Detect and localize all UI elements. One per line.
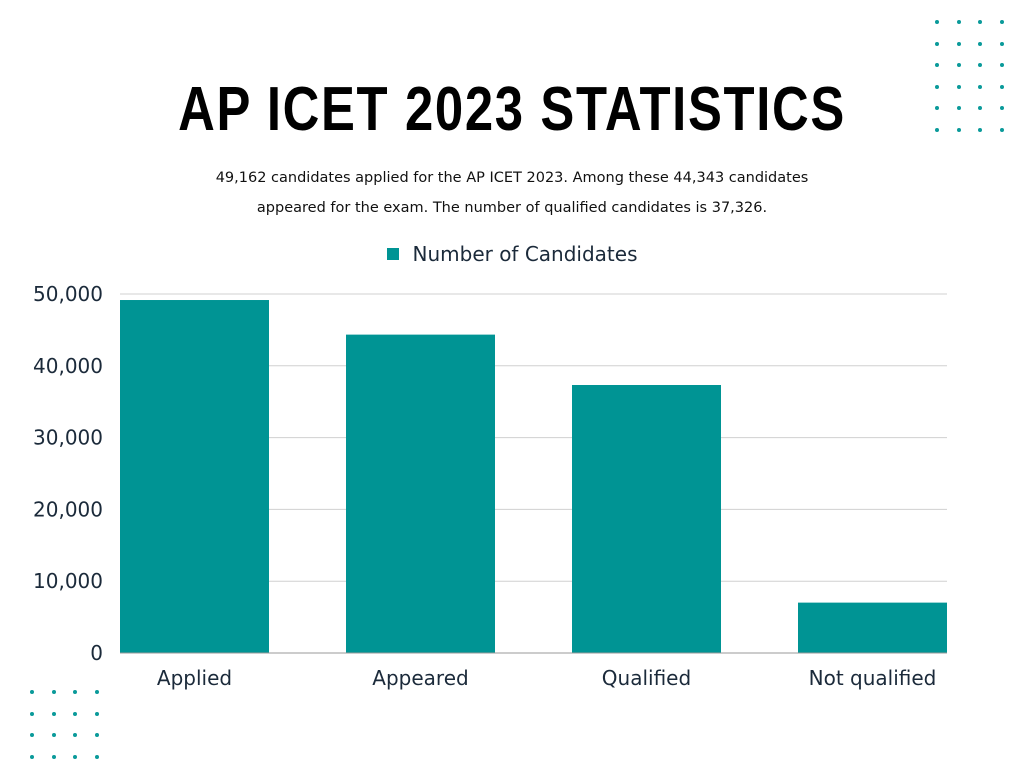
dot [73,733,77,737]
dot [94,690,99,694]
dot [30,754,34,759]
x-tick-label: Qualified [602,666,691,690]
dot [999,63,1004,67]
dot [73,754,77,759]
dot [51,690,56,694]
dot [30,690,34,694]
dot [978,41,982,46]
dot [956,20,961,24]
legend-swatch [386,248,399,260]
y-tick-label: 50,000 [33,282,103,306]
dot [956,41,961,46]
dot [935,63,939,67]
dot [51,754,56,759]
dot [956,106,961,110]
dot [73,690,77,694]
dot [999,127,1004,132]
dot [978,20,982,24]
y-tick-label: 0 [90,641,103,665]
dot [30,733,34,737]
dot [956,84,961,89]
bar [346,334,495,653]
dot [94,733,99,737]
bar [120,300,269,653]
bar [798,602,947,653]
dot [978,84,982,89]
dot [935,127,939,132]
dot [999,84,1004,89]
dot [999,20,1004,24]
y-tick-label: 40,000 [33,354,103,378]
dot [978,127,982,132]
dot [999,106,1004,110]
x-tick-label: Not qualified [809,666,937,690]
dot [978,63,982,67]
dot [73,711,77,716]
y-tick-label: 10,000 [33,569,103,593]
subtitle-line-2: appeared for the exam. The number of qua… [256,200,768,216]
dot [956,63,961,67]
y-tick-label: 30,000 [33,426,103,450]
bar [572,384,721,653]
dot [51,733,56,737]
legend: Number of Candidates [0,242,1024,266]
subtitle-line-1: 49,162 candidates applied for the AP ICE… [215,170,809,186]
dot [935,84,939,89]
legend-label: Number of Candidates [412,242,638,266]
dot [94,711,99,716]
dot [935,20,939,24]
x-tick-label: Appeared [372,666,468,690]
dot [935,106,939,110]
dot [935,41,939,46]
dot [956,127,961,132]
dot [51,711,56,716]
dot [94,754,99,759]
chart-title: AP ICET 2023 STATISTICS [178,75,846,144]
y-tick-label: 20,000 [33,497,103,521]
dot [30,711,34,716]
dot [999,41,1004,46]
dot [978,106,982,110]
x-tick-label: Applied [157,666,232,690]
